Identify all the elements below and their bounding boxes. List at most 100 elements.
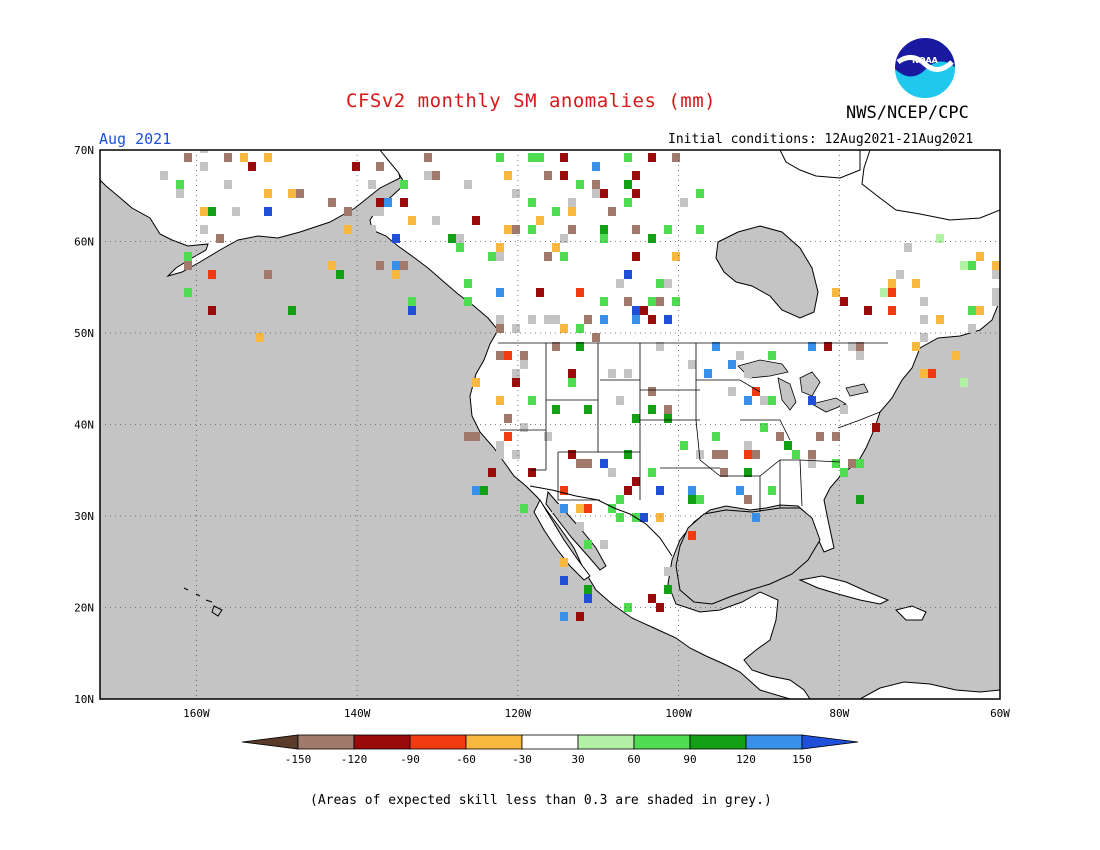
lat-label: 70N	[74, 144, 94, 157]
anomaly-cell	[512, 324, 520, 333]
anomaly-cell	[504, 351, 512, 360]
anomaly-cell	[632, 171, 640, 180]
anomaly-cell	[616, 279, 624, 288]
anomaly-cell	[552, 405, 560, 414]
anomaly-cell	[328, 261, 336, 270]
anomaly-cell	[560, 576, 568, 585]
anomaly-cell	[976, 306, 984, 315]
anomaly-cell	[664, 585, 672, 594]
anomaly-cell	[648, 468, 656, 477]
anomaly-cell	[504, 225, 512, 234]
anomaly-cell	[880, 288, 888, 297]
anomaly-cell	[504, 171, 512, 180]
anomaly-cell	[656, 486, 664, 495]
anomaly-cell	[224, 180, 232, 189]
anomaly-cell	[552, 504, 560, 513]
agency-label: NWS/NCEP/CPC	[846, 103, 969, 123]
anomaly-cell	[464, 297, 472, 306]
anomaly-cell	[584, 594, 592, 603]
anomaly-cell	[712, 432, 720, 441]
anomaly-cell	[632, 189, 640, 198]
anomaly-cell	[688, 360, 696, 369]
anomaly-cell	[840, 297, 848, 306]
anomaly-cell	[656, 279, 664, 288]
anomaly-cell	[936, 315, 944, 324]
anomaly-cell	[760, 396, 768, 405]
anomaly-cell	[256, 333, 264, 342]
anomaly-cell	[920, 315, 928, 324]
anomaly-cell	[472, 486, 480, 495]
anomaly-cell	[472, 378, 480, 387]
anomaly-cell	[512, 450, 520, 459]
colorbar-segment	[577, 734, 635, 750]
anomaly-cell	[664, 405, 672, 414]
anomaly-cell	[664, 567, 672, 576]
anomaly-cell	[808, 342, 816, 351]
anomaly-cell	[568, 225, 576, 234]
lon-label: 140W	[344, 707, 371, 720]
anomaly-cell	[536, 216, 544, 225]
anomaly-cell	[456, 243, 464, 252]
anomaly-cell	[504, 414, 512, 423]
anomaly-cell	[496, 351, 504, 360]
anomaly-cell	[992, 261, 1000, 270]
anomaly-cell	[920, 369, 928, 378]
anomaly-cell	[896, 270, 904, 279]
anomaly-cell	[584, 405, 592, 414]
anomaly-cell	[216, 234, 224, 243]
anomaly-cell	[328, 198, 336, 207]
colorbar-tick-label: 30	[571, 753, 584, 766]
anomaly-cell	[376, 198, 384, 207]
anomaly-cell	[696, 450, 704, 459]
colorbar-segment	[521, 734, 579, 750]
colorbar-tick-label: 150	[792, 753, 812, 766]
anomaly-cell	[744, 396, 752, 405]
anomaly-cell	[408, 306, 416, 315]
anomaly-cell	[264, 153, 272, 162]
anomaly-cell	[968, 261, 976, 270]
anomaly-cell	[592, 180, 600, 189]
anomaly-cell	[392, 234, 400, 243]
anomaly-cell	[536, 288, 544, 297]
anomaly-cell	[464, 432, 472, 441]
lat-label: 10N	[74, 693, 94, 706]
anomaly-cell	[872, 423, 880, 432]
anomaly-cell	[600, 315, 608, 324]
anomaly-cell	[184, 153, 192, 162]
anomaly-cell	[384, 198, 392, 207]
anomaly-cell	[632, 225, 640, 234]
anomaly-cell	[496, 315, 504, 324]
anomaly-cell	[368, 180, 376, 189]
anomaly-cell	[488, 252, 496, 261]
anomaly-cell	[992, 297, 1000, 306]
anomaly-cell	[624, 270, 632, 279]
anomaly-cell	[608, 369, 616, 378]
anomaly-cell	[712, 342, 720, 351]
anomaly-cell	[200, 207, 208, 216]
anomaly-cell	[864, 306, 872, 315]
anomaly-cell	[544, 252, 552, 261]
anomaly-cell	[576, 342, 584, 351]
noaa-logo-text: NOAA	[912, 56, 938, 65]
anomaly-cell	[560, 504, 568, 513]
anomaly-cell	[664, 414, 672, 423]
anomaly-cell	[432, 216, 440, 225]
anomaly-cell	[744, 441, 752, 450]
anomaly-cell	[632, 414, 640, 423]
anomaly-cell	[976, 252, 984, 261]
gulf-of-mexico	[675, 507, 821, 605]
anomaly-cell	[696, 189, 704, 198]
anomaly-cell	[568, 207, 576, 216]
anomaly-cell	[584, 540, 592, 549]
lon-label: 100W	[665, 707, 692, 720]
anomaly-cell	[520, 360, 528, 369]
anomaly-cell	[248, 162, 256, 171]
anomaly-cell	[888, 279, 896, 288]
valid-month: Aug 2021	[99, 130, 172, 148]
anomaly-cell	[648, 297, 656, 306]
anomaly-cell	[240, 153, 248, 162]
anomaly-cell	[424, 306, 432, 315]
anomaly-cell	[520, 423, 528, 432]
lat-label: 40N	[74, 419, 94, 432]
anomaly-cell	[632, 252, 640, 261]
